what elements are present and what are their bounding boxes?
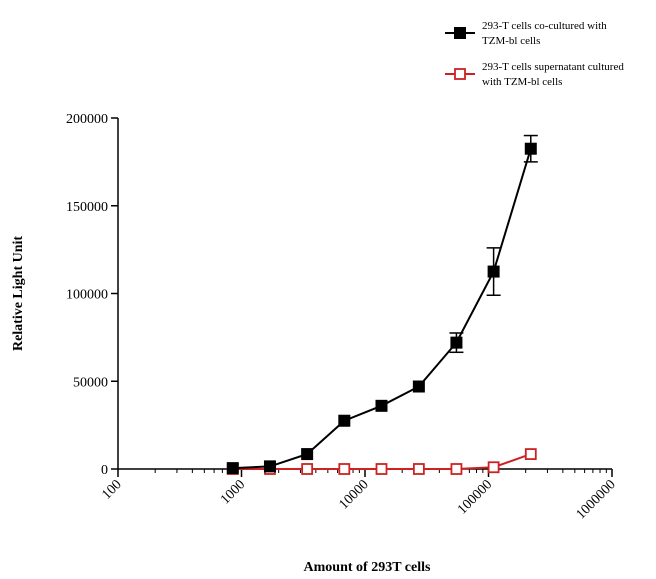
legend-label: 293-T cells supernatant cultured — [482, 61, 624, 73]
series-1-point — [226, 462, 239, 475]
series-1-point — [301, 448, 314, 461]
legend-label: with TZM-bl cells — [482, 76, 562, 88]
series-2-point — [338, 463, 351, 475]
series-2-point — [412, 463, 425, 475]
series-1-point — [338, 414, 351, 427]
y-tick-label: 100000 — [66, 288, 108, 303]
series-1-point — [487, 265, 500, 278]
series-2-point — [524, 448, 537, 460]
y-tick-label: 50000 — [73, 375, 108, 390]
series-1-point — [412, 380, 425, 393]
x-tick-label: 1000000 — [574, 477, 619, 522]
series-1-point — [450, 336, 463, 349]
series-2-point — [487, 461, 500, 474]
series-1-point — [375, 399, 388, 412]
y-tick-label: 200000 — [66, 112, 108, 127]
series-layer — [226, 134, 538, 475]
legend-label: 293-T cells co-cultured with — [482, 20, 607, 32]
series-1-line — [232, 148, 532, 470]
series-2-point — [375, 463, 388, 475]
series-1-point — [524, 142, 537, 155]
series-2-point — [301, 463, 314, 475]
x-tick-label: 10000 — [336, 477, 371, 512]
legend-entry-2: 293-T cells supernatant cultured with TZM… — [445, 61, 624, 88]
series-1-point — [263, 460, 276, 473]
x-ticks: 100 1000 10000 100000 1000000 — [99, 469, 619, 522]
x-tick-label: 1000 — [218, 477, 248, 507]
x-tick-label: 100000 — [455, 477, 495, 517]
series-1 — [226, 134, 538, 475]
legend-entry-1: 293-T cells co-cultured with TZM-bl cells — [445, 20, 607, 47]
y-axis-title: Relative Light Unit — [11, 236, 26, 351]
axes — [117, 118, 612, 470]
legend-marker — [454, 68, 466, 80]
legend-marker — [454, 27, 466, 39]
y-tick-label: 150000 — [66, 200, 108, 215]
y-tick-label: 0 — [101, 463, 108, 478]
series-2-point — [450, 463, 463, 475]
x-tick-label: 100 — [99, 477, 124, 502]
y-ticks: 0 50000 100000 150000 200000 — [66, 112, 118, 478]
legend: 293-T cells co-cultured with TZM-bl cells… — [445, 20, 624, 88]
x-axis-title: Amount of 293T cells — [304, 560, 431, 575]
legend-label: TZM-bl cells — [482, 35, 540, 47]
